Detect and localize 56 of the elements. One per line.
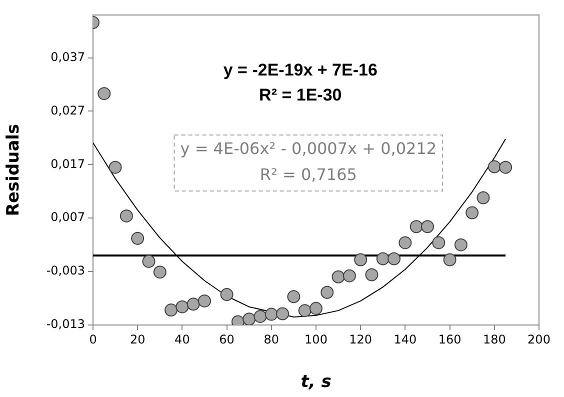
point xyxy=(320,286,334,299)
point xyxy=(254,310,267,323)
point xyxy=(443,253,456,266)
point xyxy=(276,307,290,320)
point xyxy=(98,87,111,100)
point xyxy=(365,268,378,282)
x-tick-label: 40 xyxy=(174,332,190,346)
point xyxy=(376,252,390,266)
point xyxy=(332,270,345,284)
point xyxy=(410,220,423,234)
x-tick-label: 20 xyxy=(130,332,146,346)
x-tick-label: 120 xyxy=(349,332,372,346)
point xyxy=(198,294,211,308)
point xyxy=(186,298,200,311)
point xyxy=(466,206,479,220)
point xyxy=(354,253,368,266)
point xyxy=(287,290,300,304)
x-tick-label: 80 xyxy=(264,332,280,346)
point xyxy=(432,236,446,250)
point xyxy=(164,304,178,317)
x-tick-label: 0 xyxy=(89,332,97,346)
point xyxy=(108,160,122,174)
point xyxy=(342,269,356,282)
point xyxy=(153,266,166,279)
point xyxy=(388,252,401,266)
x-tick-label: 180 xyxy=(482,332,506,346)
annotation: y = -2E-19x + 7E-16 R² = 1E-30 xyxy=(223,60,378,105)
point xyxy=(264,308,278,321)
y-axis-title: Residuals xyxy=(4,124,24,216)
x-tick-label: 60 xyxy=(219,332,234,346)
point xyxy=(310,302,322,315)
point xyxy=(242,312,256,325)
x-tick-label: 100 xyxy=(304,332,328,346)
y-tick-label: -0,013 xyxy=(46,317,85,332)
point xyxy=(398,236,412,250)
point xyxy=(476,191,490,204)
y-tick-label: 0,027 xyxy=(50,103,85,118)
point xyxy=(220,288,234,302)
point xyxy=(176,300,189,314)
x-tick-label: 200 xyxy=(528,332,550,346)
point xyxy=(298,304,312,318)
point xyxy=(421,220,434,234)
point xyxy=(120,209,133,222)
point xyxy=(488,160,501,174)
y-tick-label: 0,017 xyxy=(50,156,85,171)
x-tick-label: 140 xyxy=(394,332,417,346)
x-tick-label: 160 xyxy=(438,332,462,346)
y-tick-label: -0,003 xyxy=(46,264,85,278)
annotation: y = 4E-06x² - 0,0007x + 0,0212 R² = 0,7165 xyxy=(180,139,437,184)
x-axis-title: t, s xyxy=(300,372,332,392)
point xyxy=(499,160,512,174)
point xyxy=(454,238,468,252)
point xyxy=(131,232,144,245)
point xyxy=(142,254,156,268)
y-tick-label: 0,007 xyxy=(50,210,85,224)
y-tick-label: 0,037 xyxy=(50,50,85,64)
